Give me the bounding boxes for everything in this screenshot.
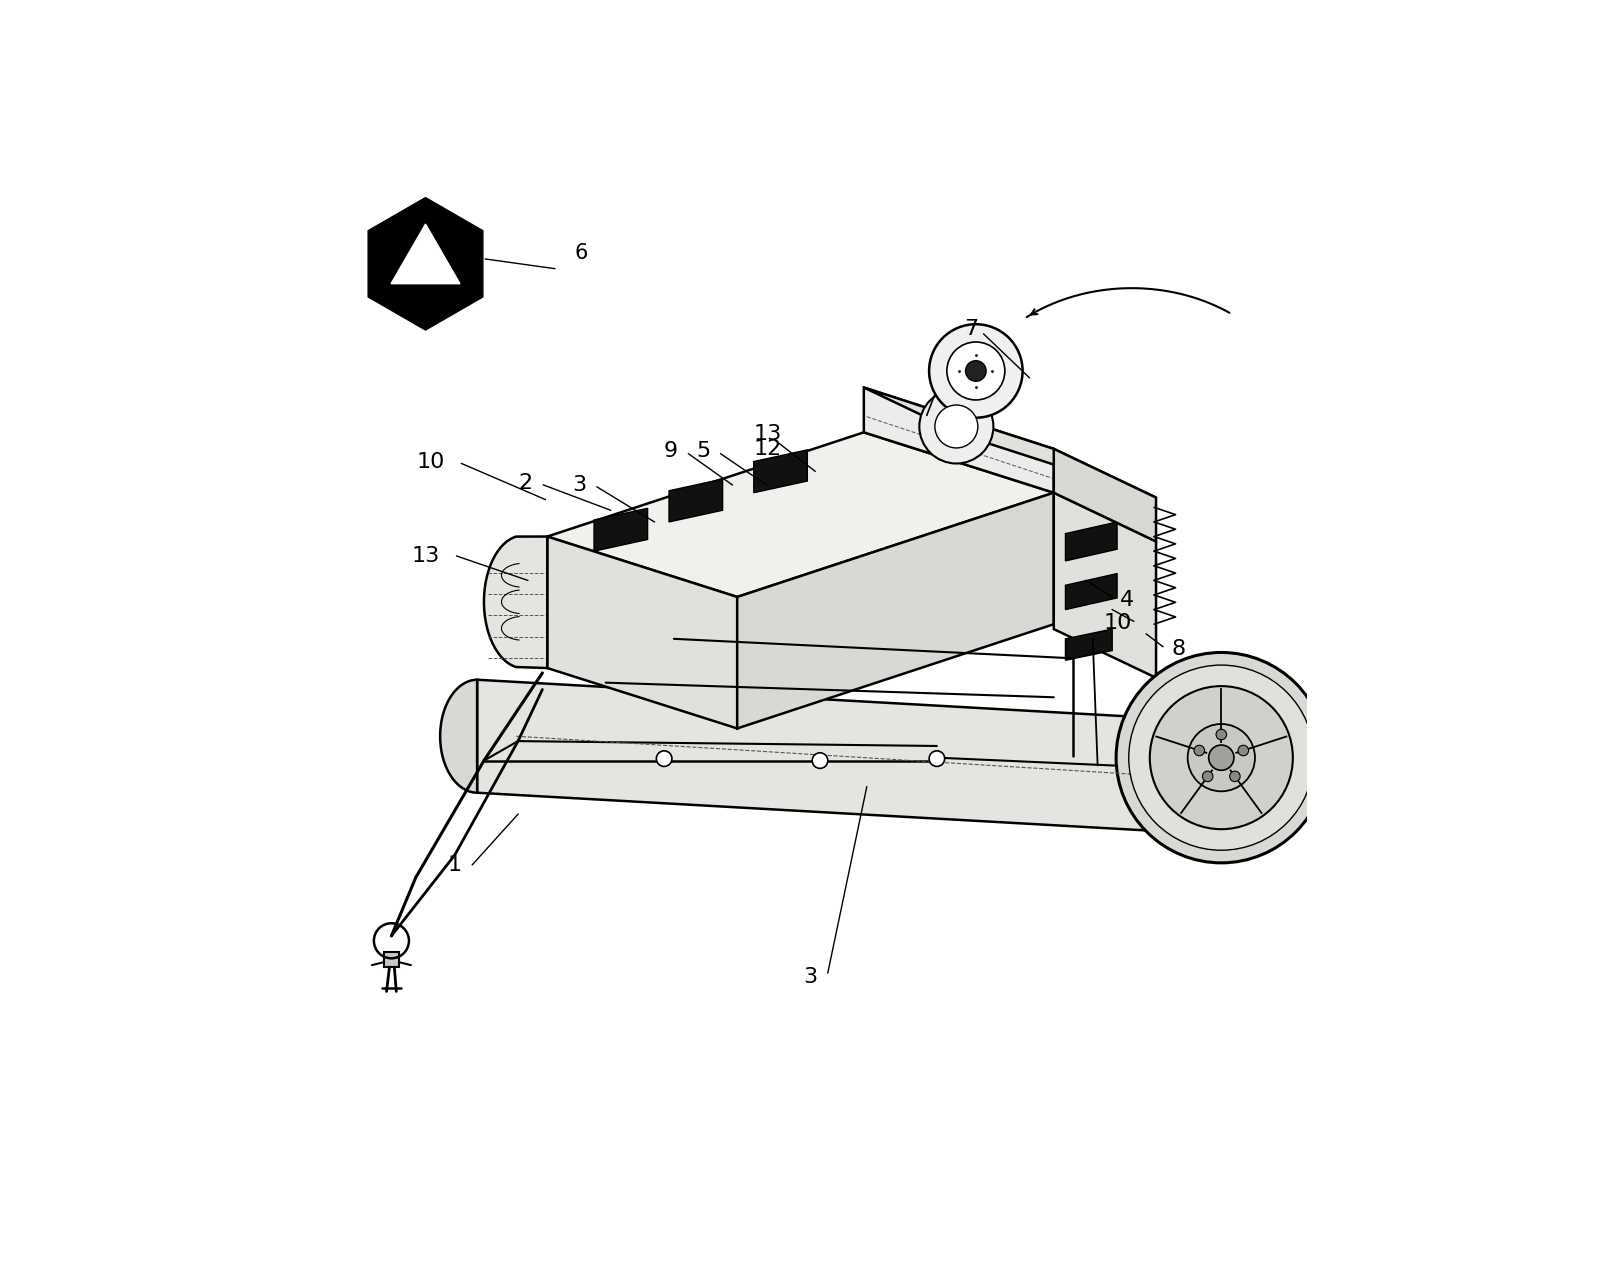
Text: 13: 13	[754, 424, 782, 444]
Text: 1: 1	[448, 855, 462, 875]
Text: 6: 6	[574, 243, 587, 263]
Circle shape	[965, 361, 986, 381]
Polygon shape	[483, 536, 547, 668]
Text: 7: 7	[963, 319, 978, 339]
Text: 9: 9	[664, 440, 678, 460]
Polygon shape	[864, 387, 1157, 497]
Polygon shape	[368, 197, 483, 330]
Polygon shape	[547, 536, 738, 729]
Polygon shape	[390, 224, 459, 283]
Text: 13: 13	[411, 546, 440, 565]
Circle shape	[1194, 745, 1205, 755]
Circle shape	[947, 342, 1005, 400]
Polygon shape	[477, 679, 1168, 831]
Circle shape	[1238, 745, 1248, 755]
Circle shape	[1187, 724, 1254, 792]
Text: 5: 5	[696, 440, 710, 460]
Circle shape	[930, 324, 1022, 417]
Circle shape	[1117, 653, 1326, 863]
Polygon shape	[1066, 522, 1117, 560]
Circle shape	[1230, 772, 1240, 782]
Circle shape	[1150, 686, 1293, 829]
Polygon shape	[1054, 449, 1157, 541]
Text: 10: 10	[1104, 614, 1133, 634]
Circle shape	[1128, 665, 1314, 850]
Polygon shape	[738, 492, 1054, 729]
Text: 2: 2	[518, 473, 533, 493]
Polygon shape	[547, 433, 1054, 597]
Text: 12: 12	[754, 439, 782, 459]
Polygon shape	[594, 509, 648, 552]
Text: 3: 3	[573, 474, 587, 495]
Text: 4: 4	[1120, 589, 1134, 610]
Circle shape	[1208, 745, 1234, 770]
Polygon shape	[754, 450, 808, 492]
Circle shape	[934, 405, 978, 448]
Polygon shape	[864, 387, 1054, 492]
Polygon shape	[440, 679, 477, 793]
Polygon shape	[1066, 629, 1112, 660]
Circle shape	[930, 751, 944, 767]
Polygon shape	[1066, 573, 1117, 610]
Text: 3: 3	[803, 966, 818, 987]
Polygon shape	[384, 953, 400, 966]
Text: 8: 8	[1171, 639, 1186, 659]
Polygon shape	[669, 479, 723, 522]
Circle shape	[1216, 729, 1227, 740]
Circle shape	[656, 751, 672, 767]
Polygon shape	[1054, 492, 1157, 678]
Circle shape	[920, 390, 994, 463]
Circle shape	[813, 753, 827, 768]
Text: 10: 10	[416, 452, 445, 472]
Circle shape	[1203, 772, 1213, 782]
